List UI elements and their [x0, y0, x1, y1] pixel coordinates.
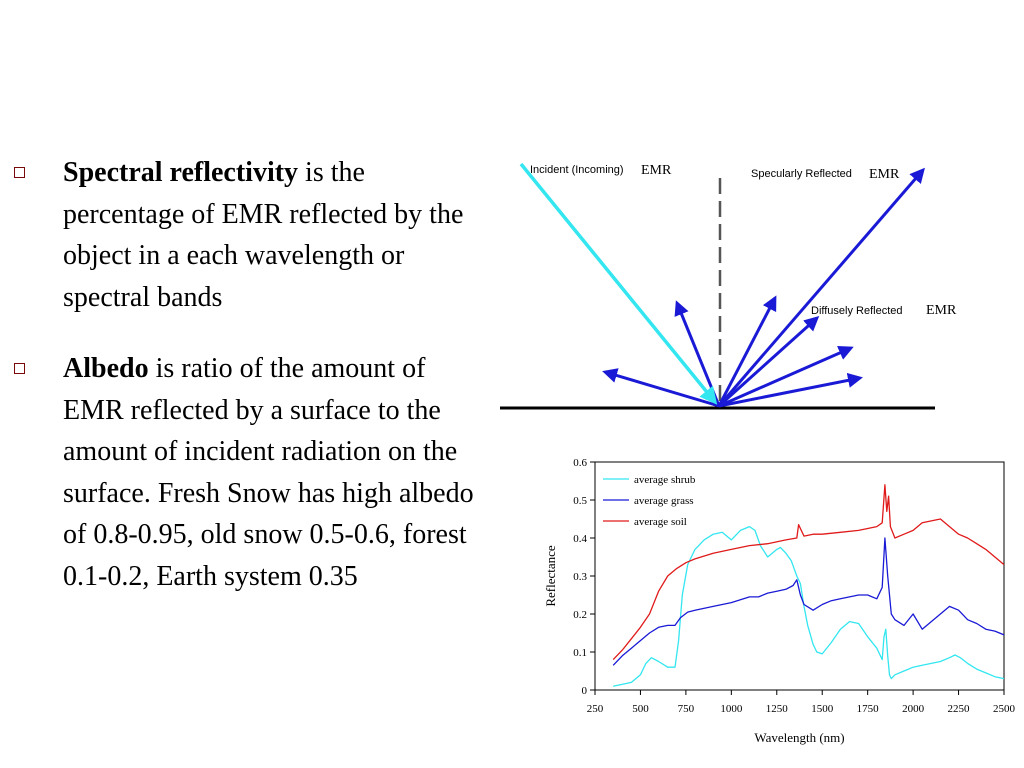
series-line — [612, 484, 1005, 661]
x-tick-label: 2250 — [948, 703, 971, 715]
reflectance-chart: 0 0.1 0.2 0.3 0.4 0.5 0.6 250 500 750 1000 1250 150… — [543, 457, 1016, 745]
y-axis-label: Reflectance — [543, 545, 558, 607]
bullet-text: is ratio of the amount of EMR reflected … — [63, 353, 474, 592]
bullet-term: Albedo — [63, 353, 149, 384]
x-tick-label: 250 — [587, 703, 604, 715]
x-tick-label: 1000 — [720, 703, 743, 715]
reflection-diagram: Incident (Incoming) EMR Specularly Refle… — [500, 162, 957, 410]
x-tick-label: 500 — [632, 703, 649, 715]
bullet-text: is the percentage of EMR reflected by th… — [63, 157, 464, 313]
x-tick-label: 1750 — [857, 703, 880, 715]
diffuse-arrow — [718, 345, 854, 408]
bullet-albedo: Albedo is ratio of the amount of EMR ref… — [14, 348, 490, 597]
incident-label: Incident (Incoming) — [530, 164, 624, 176]
emr-label: EMR — [869, 167, 900, 182]
bullet-spectral-reflectivity: Spectral reflectivity is the percentage … — [14, 152, 490, 318]
legend-label: average grass — [634, 495, 694, 507]
diffuse-arrow — [717, 295, 777, 407]
legend-label: average soil — [634, 516, 687, 528]
series-line — [612, 537, 1005, 666]
specular-label: Specularly Reflected — [751, 168, 852, 180]
diffuse-arrow — [674, 300, 721, 407]
y-tick-label: 0 — [582, 685, 588, 697]
incident-arrow — [519, 162, 718, 405]
diffuse-label: Diffusely Reflected — [811, 305, 903, 317]
x-tick-label: 1250 — [766, 703, 789, 715]
y-tick-label: 0.2 — [573, 609, 587, 621]
emr-label: EMR — [641, 163, 672, 178]
bullet-term: Spectral reflectivity — [63, 157, 299, 188]
y-tick-label: 0.6 — [573, 457, 587, 469]
y-tick-label: 0.4 — [573, 533, 587, 545]
x-tick-label: 750 — [678, 703, 695, 715]
square-bullet-icon — [14, 363, 25, 374]
bullet-list: Spectral reflectivity is the percentage … — [14, 152, 490, 597]
x-tick-label: 1500 — [811, 703, 834, 715]
diffuse-arrow — [718, 372, 863, 408]
square-bullet-icon — [14, 167, 25, 178]
x-tick-label: 2500 — [993, 703, 1016, 715]
series-line — [613, 525, 1005, 687]
diffuse-arrow — [717, 315, 820, 408]
y-tick-label: 0.3 — [573, 571, 587, 583]
y-tick-label: 0.1 — [573, 647, 587, 659]
plot-area — [594, 461, 1005, 691]
specular-arrow — [717, 167, 925, 407]
y-tick-label: 0.5 — [573, 495, 587, 507]
legend-label: average shrub — [634, 474, 696, 486]
x-axis-label: Wavelength (nm) — [754, 730, 844, 745]
emr-label: EMR — [926, 303, 957, 318]
diffuse-arrow — [602, 368, 720, 408]
x-tick-label: 2000 — [902, 703, 925, 715]
